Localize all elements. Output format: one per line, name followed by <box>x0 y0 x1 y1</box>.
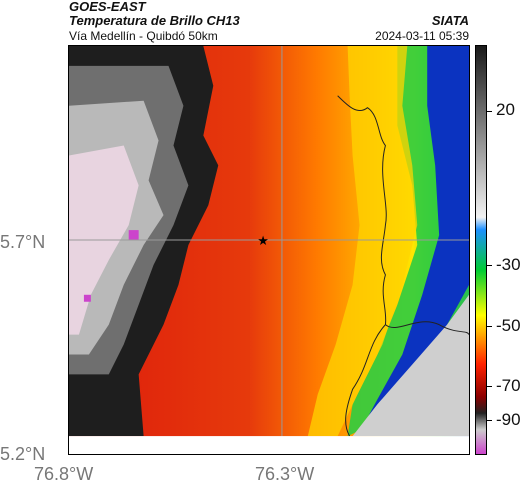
brand-label: SIATA <box>431 13 469 28</box>
border-line <box>385 321 469 335</box>
colorbar-label: -50 <box>496 316 521 335</box>
very-cold-spot <box>128 230 139 241</box>
colorbar <box>475 45 487 455</box>
colorbar-label: -90 <box>496 410 521 429</box>
blue-band <box>357 46 469 437</box>
yellow-band <box>307 46 418 437</box>
coastline <box>337 95 387 437</box>
title-satellite: GOES-EAST <box>69 0 146 14</box>
lon-label-76.8: 76.8°W <box>34 464 94 484</box>
very-cold-spot <box>83 294 91 302</box>
colorbar-label: -30 <box>496 255 521 274</box>
timestamp: 2024-03-11 05:39 <box>375 29 469 43</box>
colorbar-label: -70 <box>496 376 521 395</box>
colorbar-tick <box>487 326 492 327</box>
map-margin <box>69 436 469 454</box>
colorbar-tick <box>487 420 492 421</box>
land-region <box>352 294 469 437</box>
colorbar-label: 20 <box>496 100 515 119</box>
lat-label-5.7: 5.7°N <box>0 232 46 252</box>
satellite-map[interactable]: ★ <box>68 45 470 455</box>
colorbar-tick <box>487 265 492 266</box>
colorbar-gradient <box>476 46 486 454</box>
colorbar-tick <box>487 111 492 112</box>
lon-label-76.3: 76.3°W <box>255 464 315 484</box>
subtitle-region: Vía Medellín - Quibdó 50km <box>69 29 218 43</box>
colorbar-tick <box>487 386 492 387</box>
map-image: ★ <box>69 46 469 454</box>
lat-label-5.2: 5.2°N <box>0 444 46 464</box>
star-icon: ★ <box>257 233 269 248</box>
title-product: Temperatura de Brillo CH13 <box>69 13 240 28</box>
